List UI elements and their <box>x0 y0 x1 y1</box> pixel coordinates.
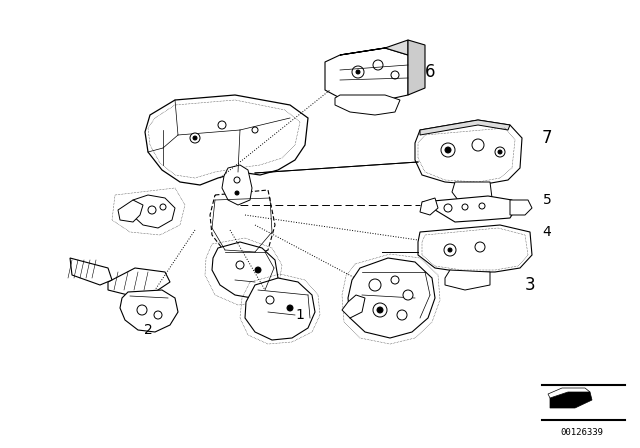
Polygon shape <box>335 95 400 115</box>
Text: 1: 1 <box>296 308 305 322</box>
Polygon shape <box>108 268 170 295</box>
Circle shape <box>441 143 455 157</box>
Circle shape <box>369 279 381 291</box>
Circle shape <box>444 204 452 212</box>
Polygon shape <box>422 196 515 222</box>
Circle shape <box>479 203 485 209</box>
Polygon shape <box>418 225 532 272</box>
Circle shape <box>472 139 484 151</box>
Circle shape <box>154 311 162 319</box>
Circle shape <box>287 305 293 311</box>
Polygon shape <box>212 242 278 298</box>
Polygon shape <box>342 295 365 318</box>
Circle shape <box>356 70 360 74</box>
Text: 5: 5 <box>543 193 552 207</box>
Circle shape <box>373 303 387 317</box>
Polygon shape <box>145 95 308 185</box>
Circle shape <box>137 305 147 315</box>
Circle shape <box>498 150 502 154</box>
Circle shape <box>193 136 197 140</box>
Circle shape <box>448 248 452 252</box>
Polygon shape <box>70 258 112 285</box>
Circle shape <box>462 204 468 210</box>
Circle shape <box>391 71 399 79</box>
Circle shape <box>352 66 364 78</box>
Polygon shape <box>210 190 275 258</box>
Text: 6: 6 <box>425 63 435 81</box>
Circle shape <box>218 121 226 129</box>
Polygon shape <box>548 388 590 398</box>
Polygon shape <box>120 290 178 332</box>
Circle shape <box>397 310 407 320</box>
Text: 3: 3 <box>525 276 535 294</box>
Circle shape <box>444 244 456 256</box>
Text: 4: 4 <box>543 225 552 239</box>
Polygon shape <box>420 198 438 215</box>
Polygon shape <box>348 258 435 338</box>
Circle shape <box>234 177 240 183</box>
Text: 7: 7 <box>541 129 552 147</box>
Polygon shape <box>420 120 510 135</box>
Polygon shape <box>445 270 490 290</box>
Circle shape <box>475 242 485 252</box>
Circle shape <box>373 60 383 70</box>
Circle shape <box>236 261 244 269</box>
Polygon shape <box>408 40 425 95</box>
Polygon shape <box>510 200 532 215</box>
Circle shape <box>445 147 451 153</box>
Polygon shape <box>325 48 408 100</box>
Polygon shape <box>132 195 175 228</box>
Polygon shape <box>550 392 592 408</box>
Text: 2: 2 <box>143 323 152 337</box>
Circle shape <box>391 276 399 284</box>
Circle shape <box>255 267 261 273</box>
Polygon shape <box>340 40 408 55</box>
Polygon shape <box>245 278 315 340</box>
Polygon shape <box>118 200 143 222</box>
Circle shape <box>266 296 274 304</box>
Text: 00126339: 00126339 <box>561 427 604 436</box>
Circle shape <box>235 191 239 195</box>
Circle shape <box>495 147 505 157</box>
Circle shape <box>403 290 413 300</box>
Circle shape <box>148 206 156 214</box>
Circle shape <box>377 307 383 313</box>
Polygon shape <box>415 120 522 185</box>
Circle shape <box>160 204 166 210</box>
Polygon shape <box>452 182 492 202</box>
Polygon shape <box>222 165 252 205</box>
Circle shape <box>190 133 200 143</box>
Circle shape <box>252 127 258 133</box>
